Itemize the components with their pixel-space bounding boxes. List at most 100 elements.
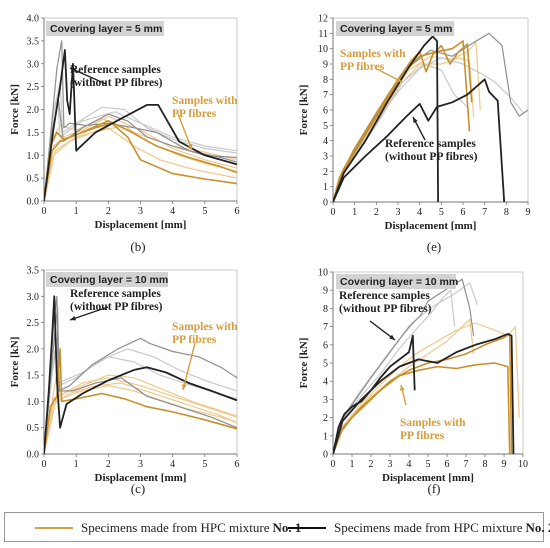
y-tick-label: 5 xyxy=(323,359,328,370)
x-tick-label: 1 xyxy=(350,459,355,470)
covering-layer-label: Covering layer = 10 mm xyxy=(340,276,458,288)
annotation-arrowhead xyxy=(70,68,76,73)
x-tick-label: 0 xyxy=(42,206,47,217)
x-tick-label: 8 xyxy=(504,207,509,218)
x-tick-label: 2 xyxy=(369,459,374,470)
y-tick-label: 11 xyxy=(318,29,328,40)
annotation-line: PP fibres xyxy=(172,108,217,120)
y-tick-label: 0.5 xyxy=(27,174,40,185)
y-tick-label: 1.5 xyxy=(27,128,40,139)
panel-label-b: (b) xyxy=(130,239,145,254)
annotation-text: Reference samples (without PP fibres) xyxy=(70,288,163,313)
series-line-pp xyxy=(44,122,238,201)
annotation-line: Samples with xyxy=(172,95,238,107)
y-tick-label: 9 xyxy=(323,60,328,71)
series-line-ref xyxy=(333,78,506,202)
x-tick-label: 4 xyxy=(170,206,175,217)
series-line-ref xyxy=(44,337,238,454)
annotation-arrowhead xyxy=(187,144,193,150)
panel-label-e: (e) xyxy=(427,239,441,254)
x-tick-label: 1 xyxy=(74,206,79,217)
series-group-b xyxy=(44,40,238,201)
y-tick-label: 0.0 xyxy=(27,197,40,208)
x-tick-label: 1 xyxy=(352,207,357,218)
covering-layer-label: Covering layer = 5 mm xyxy=(50,23,162,35)
annotation-arrowhead xyxy=(389,334,395,340)
annotation-line: (without PP fibres) xyxy=(339,303,432,315)
series-line-ref xyxy=(44,348,238,454)
x-tick-label: 2 xyxy=(374,207,379,218)
y-tick-label: 5 xyxy=(323,121,328,132)
covering-layer-box xyxy=(336,274,456,289)
annotation-line: Samples with xyxy=(400,417,466,429)
y-tick-label: 0.5 xyxy=(27,423,40,434)
annotation-line: Reference samples xyxy=(70,288,161,300)
y-tick-label: 8 xyxy=(323,304,328,315)
series-line-pp xyxy=(44,364,238,454)
y-axis-label: Force [kN] xyxy=(9,84,21,135)
covering-layer-box xyxy=(46,272,168,287)
y-tick-label: 3 xyxy=(323,395,328,406)
annotation-line: (without PP fibres) xyxy=(70,77,163,89)
legend-text-mixture-1: Specimens made from HPC mixture xyxy=(81,520,270,535)
chart-c: 0 1 2 3 4 5 6 0.0 0.5 1.0 1.5 2.0 2.5 3.0 3.5 Displacem… xyxy=(9,266,240,497)
y-tick-label: 2.5 xyxy=(27,318,40,329)
series-line-ref xyxy=(333,282,478,454)
y-tick-label: 9 xyxy=(323,286,328,297)
x-tick-label: 6 xyxy=(445,459,450,470)
series-line-pp xyxy=(44,374,238,454)
annotation-arrowhead xyxy=(182,384,187,390)
y-tick-label: 6 xyxy=(323,340,328,351)
series-line-ref xyxy=(333,57,525,202)
y-tick-label: 1.0 xyxy=(27,397,40,408)
series-line-pp xyxy=(44,120,238,201)
x-tick-label: 9 xyxy=(502,459,507,470)
x-tick-label: 7 xyxy=(482,207,487,218)
annotation-line: Reference samples xyxy=(339,290,430,302)
x-axis-label: Displacement [mm] xyxy=(95,219,187,231)
x-tick-label: 7 xyxy=(464,459,469,470)
x-tick-label: 10 xyxy=(518,459,528,470)
annotation-text: Reference samples (without PP fibres) xyxy=(70,64,163,89)
annotation-line: Reference samples xyxy=(385,138,476,150)
x-tick-label: 0 xyxy=(331,207,336,218)
covering-layer-label: Covering layer = 10 mm xyxy=(50,274,168,286)
y-tick-label: 3.0 xyxy=(27,292,40,303)
annotation-line: Samples with xyxy=(340,48,406,60)
x-axis-label: Displacement [mm] xyxy=(95,472,187,484)
series-group-e xyxy=(333,32,529,202)
x-tick-label: 3 xyxy=(138,459,143,470)
annotation-arrow xyxy=(69,306,109,321)
y-tick-label: 0.0 xyxy=(27,450,40,461)
y-tick-label: 10 xyxy=(318,44,328,55)
annotation-arrow xyxy=(69,67,107,85)
chart-b: 0 1 2 3 4 5 6 0.0 0.5 1.0 1.5 2.0 2.5 3.0 3.5 4.0 Displa… xyxy=(9,14,240,255)
x-tick-label: 6 xyxy=(461,207,466,218)
y-tick-label: 8 xyxy=(323,75,328,86)
legend-item-mixture-2: Specimens made from HPC mixture No. 2 xyxy=(288,519,550,537)
x-tick-label: 5 xyxy=(439,207,444,218)
annotation-line: PP fibres xyxy=(172,334,217,346)
covering-layer-box xyxy=(46,21,164,36)
annotation-text: Reference samples (without PP fibres) xyxy=(339,290,432,315)
series-group-c xyxy=(44,295,238,454)
x-tick-label: 0 xyxy=(42,459,47,470)
series-line-ref xyxy=(333,32,529,202)
series-line-pp xyxy=(44,127,238,201)
legend-bold-mixture-1: No. 1 xyxy=(272,520,302,535)
y-tick-label: 7 xyxy=(323,90,328,101)
panel-label-f: (f) xyxy=(428,481,441,496)
series-line-ref xyxy=(333,278,475,454)
legend: Specimens made from HPC mixture No. 1 Sp… xyxy=(4,512,550,542)
y-tick-label: 4 xyxy=(323,136,328,147)
legend-item-mixture-1: Specimens made from HPC mixture No. 1 xyxy=(35,519,301,537)
y-tick-label: 4.0 xyxy=(27,14,40,25)
annotation-line: (without PP fibres) xyxy=(385,151,478,163)
annotation-arrowhead xyxy=(413,117,418,123)
x-tick-label: 1 xyxy=(74,459,79,470)
series-line-ref xyxy=(44,81,238,201)
series-line-pp xyxy=(333,57,475,202)
y-tick-label: 3.0 xyxy=(27,59,40,70)
legend-swatch-mixture-1 xyxy=(35,527,73,529)
